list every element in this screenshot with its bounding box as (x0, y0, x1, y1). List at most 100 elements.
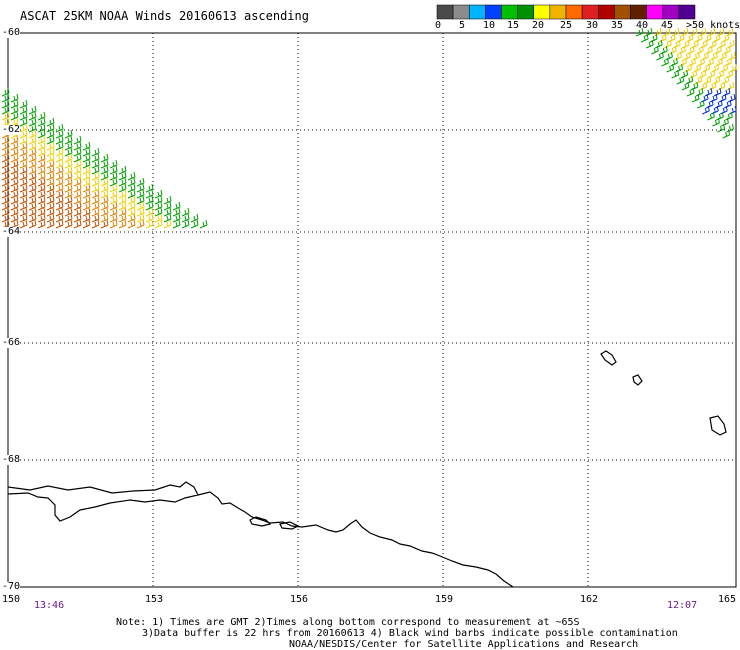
wind-barb (64, 165, 73, 175)
wind-barb (10, 213, 19, 223)
wind-barb (698, 27, 707, 37)
wind-barb (704, 87, 713, 97)
lon-label: 162 (580, 594, 599, 605)
wind-barb (82, 183, 91, 193)
lon-label: 150 (2, 594, 21, 605)
wind-barb (19, 153, 28, 163)
wind-barb (694, 75, 703, 85)
wind-barb (28, 105, 37, 115)
wind-barb (10, 171, 19, 181)
balleny-island (709, 415, 727, 436)
wind-barb (109, 165, 118, 175)
wind-barb (654, 39, 663, 49)
wind-barb (1, 207, 10, 217)
wind-barb (55, 123, 64, 133)
wind-barb (689, 69, 698, 79)
wind-barb (100, 219, 109, 229)
wind-barb (73, 147, 82, 157)
wind-barb (19, 99, 28, 109)
legend-swatch (517, 4, 534, 20)
legend-swatch (630, 4, 647, 20)
wind-barb (100, 189, 109, 199)
wind-barb (145, 201, 154, 211)
wind-barb (19, 171, 28, 181)
wind-barb (717, 123, 725, 133)
wind-barb (127, 171, 136, 181)
wind-barb (19, 165, 28, 175)
wind-barb (46, 213, 55, 223)
wind-barb (82, 141, 91, 151)
wind-barb (649, 33, 658, 43)
wind-barb (73, 165, 82, 175)
wind-barb (82, 177, 91, 187)
wind-barb (729, 63, 738, 73)
wind-barb (10, 183, 19, 193)
wind-barb (136, 177, 145, 187)
wind-barb (64, 147, 73, 157)
wind-barb (671, 69, 680, 79)
wind-barb (118, 171, 127, 181)
wind-barb (28, 219, 37, 229)
wind-barbs-west-swath (1, 87, 208, 229)
wind-barb (73, 171, 82, 181)
wind-barb (64, 189, 73, 199)
wind-barb (100, 183, 109, 193)
wind-barb (724, 57, 732, 67)
wind-barb (716, 69, 725, 79)
wind-barb (19, 195, 28, 205)
wind-barb (55, 195, 64, 205)
wind-barb (699, 39, 708, 49)
wind-barb (28, 201, 37, 211)
lat-label: -62 (2, 124, 21, 135)
wind-barb (28, 123, 37, 133)
wind-barb (672, 39, 681, 49)
wind-barb (100, 159, 109, 169)
wind-barb (10, 147, 19, 157)
wind-barb (118, 195, 127, 205)
wind-barb (1, 159, 10, 169)
wind-barb (46, 147, 55, 157)
legend-tick: 30 (586, 20, 599, 31)
wind-barb (136, 183, 145, 193)
wind-barb (109, 219, 118, 229)
coastline-segment (197, 491, 514, 588)
wind-barb (10, 93, 19, 103)
legend-swatch (501, 4, 518, 20)
lon-label: 153 (145, 594, 164, 605)
wind-barb (109, 201, 118, 211)
legend-swatch (436, 4, 454, 20)
legend-tick: 45 (661, 20, 674, 31)
wind-barb (689, 27, 698, 37)
wind-barb (723, 99, 732, 109)
wind-barb (1, 189, 10, 199)
wind-barb (10, 153, 19, 163)
wind-barb (82, 207, 91, 217)
wind-barb (55, 213, 64, 223)
wind-barb (1, 177, 10, 187)
wind-barb (46, 189, 55, 199)
wind-barb (46, 129, 55, 139)
legend-swatch (678, 4, 696, 20)
wind-barb (91, 171, 100, 181)
wind-barb (136, 189, 145, 199)
wind-barb (28, 207, 37, 217)
balleny-island (632, 374, 643, 386)
wind-barb (127, 213, 136, 223)
wind-barb (676, 75, 685, 85)
wind-barb (46, 195, 55, 205)
wind-barb (37, 195, 46, 205)
wind-barb (163, 219, 172, 229)
wind-barb (1, 141, 10, 151)
wind-barb (37, 159, 46, 169)
wind-barb (676, 33, 685, 43)
wind-barb (28, 135, 37, 145)
wind-barb (686, 87, 695, 97)
wind-barb (100, 177, 109, 187)
wind-barb (712, 75, 721, 85)
wind-barb (46, 159, 55, 169)
note-line-3: NOAA/NESDIS/Center for Satellite Applica… (289, 639, 639, 650)
wind-barb (28, 147, 37, 157)
wind-barb (725, 111, 733, 121)
legend-tick: 35 (611, 20, 624, 31)
wind-barb (55, 135, 64, 145)
